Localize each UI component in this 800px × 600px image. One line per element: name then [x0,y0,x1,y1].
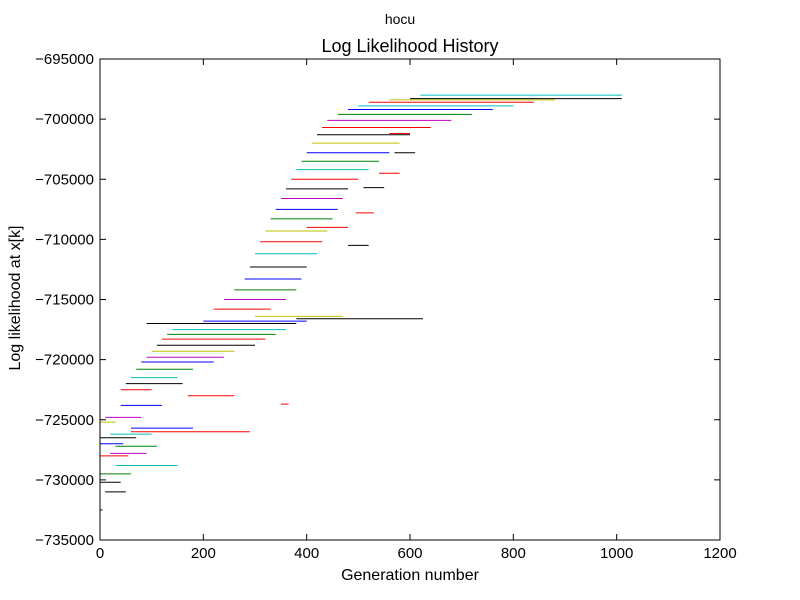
x-tick-label: 200 [191,545,216,562]
x-tick-label: 1200 [703,545,736,562]
y-tick-label: −705000 [35,171,94,188]
x-tick-label: 0 [96,545,104,562]
plot-area: 0 200 400 600 800 1000 1200 −735000 −730000 −725… [35,51,737,562]
y-tick-label: −720000 [35,352,94,369]
figure-suptitle: hocu [385,11,415,27]
y-tick-label: −725000 [35,412,94,429]
x-axis-ticks: 0 200 400 600 800 1000 1200 [96,59,737,562]
x-axis-label: Generation number [341,567,480,584]
data-segments [100,94,622,511]
y-axis-label: Log likelihood at x[k] [7,226,24,371]
y-tick-label: −735000 [35,532,94,549]
x-tick-label: 400 [294,545,319,562]
y-tick-label: −700000 [35,111,94,128]
chart-title: Log Likelihood History [321,36,498,56]
x-tick-label: 600 [397,545,422,562]
y-tick-label: −710000 [35,231,94,248]
x-tick-label: 1000 [600,545,633,562]
x-tick-label: 800 [501,545,526,562]
y-axis-ticks: −735000 −730000 −725000 −720000 −715000 −7100… [35,51,720,549]
y-tick-label: −730000 [35,472,94,489]
y-tick-label: −695000 [35,51,94,68]
y-tick-label: −715000 [35,292,94,309]
